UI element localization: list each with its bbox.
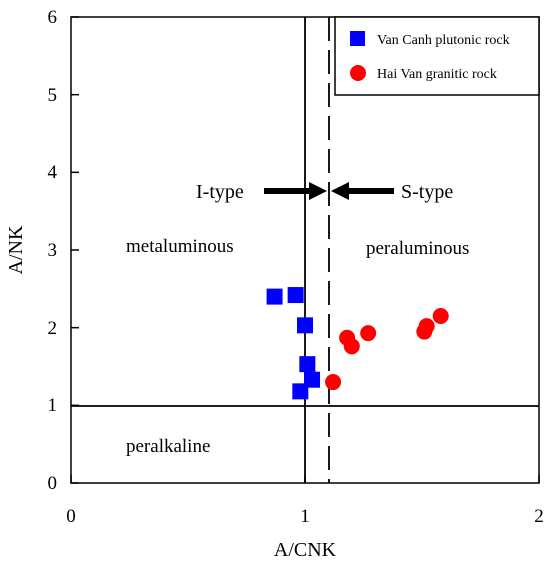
legend: Van Canh plutonic rock Hai Van granitic … — [334, 16, 540, 96]
legend-label-van-canh: Van Canh plutonic rock — [377, 33, 510, 48]
y-tick-label-0: 0 — [48, 473, 58, 494]
y-tick-label-1: 1 — [48, 395, 58, 416]
y-tick-label-2: 2 — [48, 318, 58, 339]
peralkaline-label: peralkaline — [126, 436, 210, 457]
legend-box — [334, 16, 540, 96]
s-type-arrow-head — [331, 182, 349, 200]
legend-marker-van-canh — [350, 31, 365, 46]
i-type-arrow-head — [309, 182, 327, 200]
i-type-label: I-type — [196, 181, 244, 203]
van-canh-point-4 — [299, 356, 316, 373]
x-tick-labels: 0 1 2 — [66, 506, 544, 527]
data-points — [266, 287, 449, 400]
x-axis-title: A/CNK — [274, 539, 337, 561]
y-tick-label-5: 5 — [48, 85, 58, 106]
metaluminous-label: metaluminous — [126, 236, 234, 257]
legend-marker-hai-van — [350, 65, 366, 81]
hai-van-point-6 — [418, 318, 435, 335]
hai-van-point-7 — [432, 308, 449, 325]
x-tick-label-0: 0 — [66, 506, 76, 527]
hai-van-point-4 — [360, 325, 377, 342]
van-canh-point-1 — [266, 288, 283, 305]
y-tick-label-4: 4 — [48, 162, 58, 183]
x-tick-label-2: 2 — [534, 506, 544, 527]
hai-van-point-1 — [325, 374, 342, 391]
van-canh-point-2 — [287, 287, 304, 304]
hai-van-point-3 — [343, 338, 360, 355]
legend-label-hai-van: Hai Van granitic rock — [377, 67, 497, 82]
y-tick-label-3: 3 — [48, 240, 58, 261]
s-type-label: S-type — [401, 181, 453, 203]
peraluminous-label: peraluminous — [366, 238, 469, 259]
van-canh-point-3 — [297, 317, 313, 334]
van-canh-point-6 — [292, 383, 309, 400]
x-tick-label-1: 1 — [300, 506, 310, 527]
y-tick-label-6: 6 — [48, 7, 58, 28]
y-axis-title: A/NK — [5, 225, 27, 274]
y-tick-labels: 0 1 2 3 4 5 6 — [48, 7, 58, 494]
